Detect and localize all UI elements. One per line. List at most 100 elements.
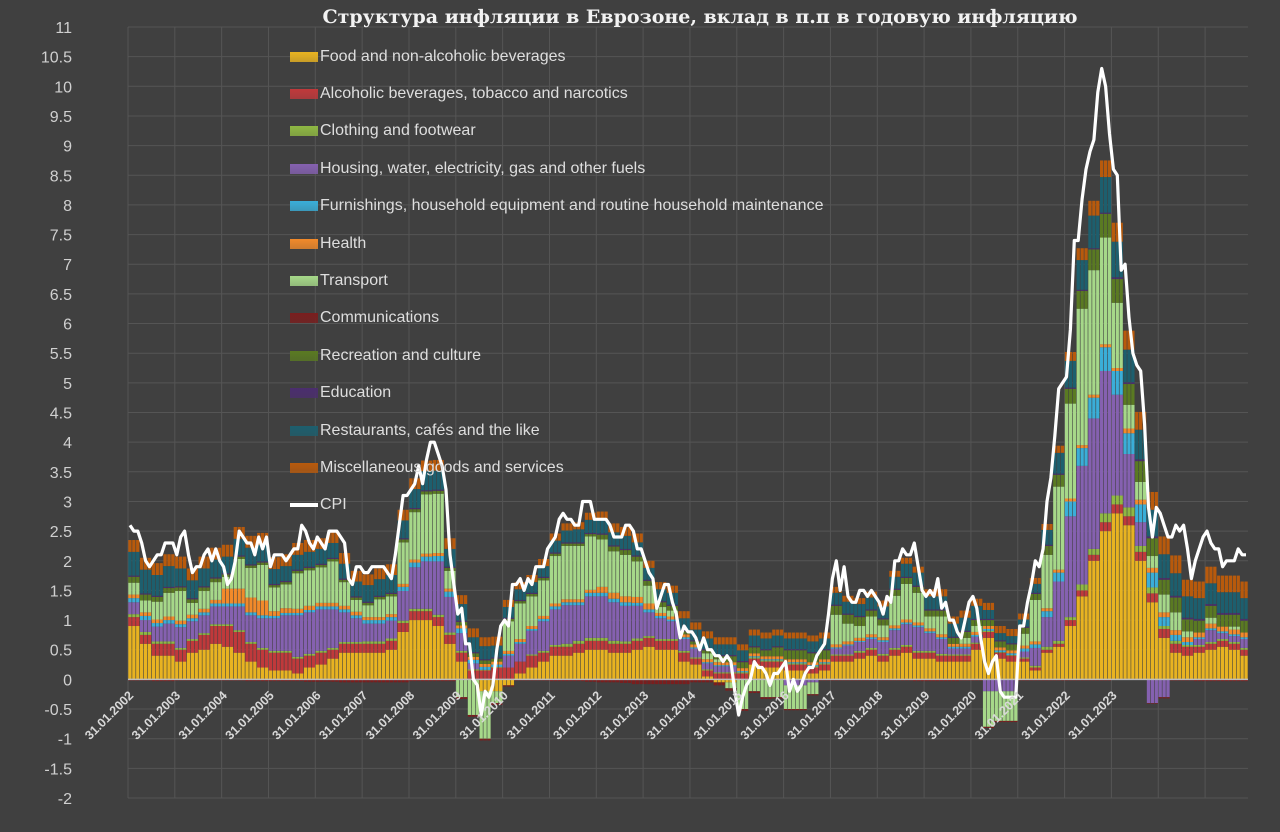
bar-segment bbox=[627, 548, 632, 551]
bar-segment bbox=[682, 639, 686, 651]
bar-segment bbox=[904, 644, 909, 647]
bar-segment bbox=[499, 666, 503, 668]
bar-segment bbox=[955, 655, 959, 662]
bar-segment bbox=[300, 615, 304, 657]
bar-segment bbox=[132, 617, 136, 627]
bar-segment bbox=[522, 603, 526, 640]
bar-segment bbox=[834, 614, 838, 645]
bar-segment bbox=[577, 602, 581, 606]
bar-segment bbox=[518, 643, 522, 662]
bar-segment bbox=[1049, 649, 1053, 653]
bar-segment bbox=[491, 661, 495, 665]
bar-segment bbox=[955, 643, 959, 647]
bar-segment bbox=[502, 685, 507, 687]
bar-segment bbox=[1197, 644, 1201, 647]
bar-segment bbox=[1049, 529, 1053, 545]
bar-segment bbox=[413, 562, 417, 568]
bar-segment bbox=[366, 605, 370, 618]
bar-segment bbox=[975, 643, 979, 650]
bar-segment bbox=[300, 679, 304, 682]
bar-segment bbox=[795, 709, 799, 711]
bar-segment bbox=[136, 576, 140, 583]
bar-segment bbox=[627, 679, 632, 683]
bar-segment bbox=[1107, 237, 1112, 345]
bar-segment bbox=[1232, 629, 1236, 635]
bar-segment bbox=[1162, 579, 1166, 595]
bar-segment bbox=[237, 603, 241, 607]
bar-segment bbox=[370, 601, 374, 603]
bar-segment bbox=[510, 653, 515, 656]
bar-segment bbox=[272, 615, 276, 619]
bar-segment bbox=[924, 628, 928, 632]
bar-segment bbox=[1142, 551, 1147, 561]
bar-segment bbox=[385, 614, 390, 618]
bar-segment bbox=[393, 649, 397, 680]
bar-segment bbox=[335, 609, 339, 648]
bar-segment bbox=[791, 638, 796, 650]
bar-segment bbox=[795, 662, 799, 664]
bar-segment bbox=[998, 626, 1002, 634]
bar-segment bbox=[342, 563, 347, 579]
bar-segment bbox=[780, 647, 784, 657]
bar-segment bbox=[725, 679, 729, 683]
bar-segment bbox=[545, 621, 550, 651]
bar-segment bbox=[292, 615, 296, 657]
bar-segment bbox=[701, 670, 706, 677]
bar-segment bbox=[249, 565, 253, 568]
bar-segment bbox=[264, 562, 269, 565]
bar-segment bbox=[565, 646, 569, 656]
bar-segment bbox=[635, 556, 639, 562]
bar-segment bbox=[776, 697, 780, 699]
bar-segment bbox=[819, 659, 823, 663]
bar-segment bbox=[733, 673, 737, 680]
bar-segment bbox=[920, 622, 924, 626]
bar-segment bbox=[643, 612, 647, 637]
bar-segment bbox=[701, 663, 706, 670]
bar-segment bbox=[662, 649, 667, 680]
bar-segment bbox=[659, 640, 663, 650]
bar-segment bbox=[448, 632, 452, 635]
bar-segment bbox=[175, 568, 179, 587]
bar-segment bbox=[659, 649, 663, 680]
bar-segment bbox=[986, 631, 991, 638]
bar-segment bbox=[943, 679, 948, 682]
bar-segment bbox=[409, 478, 413, 490]
bar-segment bbox=[510, 685, 515, 687]
bar-segment bbox=[163, 655, 167, 680]
bar-segment bbox=[588, 649, 593, 680]
bar-segment bbox=[147, 643, 152, 680]
bar-segment bbox=[366, 652, 370, 680]
bar-segment bbox=[210, 626, 214, 644]
bar-segment bbox=[932, 631, 936, 634]
bar-segment bbox=[573, 652, 577, 680]
legend-label: Health bbox=[320, 234, 367, 252]
bar-segment bbox=[756, 691, 760, 694]
bar-segment bbox=[155, 563, 159, 576]
bar-segment bbox=[241, 538, 245, 556]
bar-segment bbox=[159, 619, 163, 624]
bar-segment bbox=[487, 663, 491, 667]
bar-segment bbox=[397, 538, 401, 540]
bar-segment bbox=[1057, 572, 1061, 582]
bar-segment bbox=[698, 640, 702, 642]
bar-segment bbox=[561, 542, 565, 544]
bar-segment bbox=[167, 588, 171, 593]
bar-segment bbox=[1232, 612, 1236, 615]
bar-segment bbox=[616, 532, 620, 546]
bar-segment bbox=[374, 643, 378, 653]
bar-segment bbox=[389, 575, 394, 593]
bar-segment bbox=[916, 592, 920, 623]
bar-segment bbox=[580, 543, 585, 546]
bar-segment bbox=[748, 646, 753, 648]
bar-segment bbox=[982, 630, 987, 632]
bar-segment bbox=[807, 679, 811, 683]
bar-segment bbox=[128, 602, 132, 615]
bar-segment bbox=[1213, 604, 1217, 606]
bar-segment bbox=[682, 679, 686, 685]
bar-segment bbox=[362, 623, 366, 642]
bar-segment bbox=[1033, 641, 1037, 645]
bar-segment bbox=[132, 598, 136, 603]
bar-segment bbox=[1236, 679, 1240, 682]
bar-segment bbox=[783, 632, 788, 639]
bar-segment bbox=[1107, 213, 1112, 238]
